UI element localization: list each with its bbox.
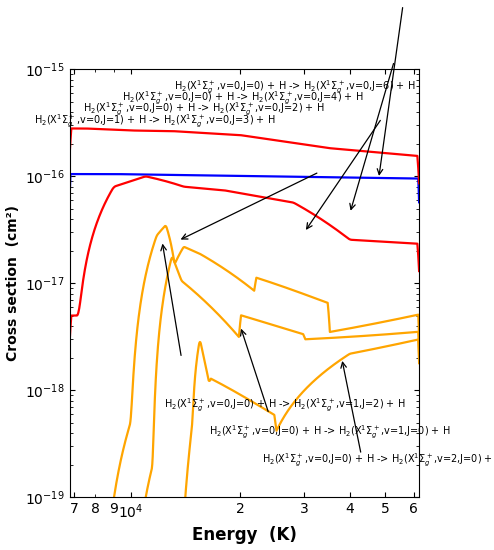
Text: H$_2$(X$^1\Sigma_g^+$,v=0,J=0) + H -> H$_2$(X$^1\Sigma_g^+$,v=2,J=0) + H: H$_2$(X$^1\Sigma_g^+$,v=0,J=0) + H -> H$… — [262, 451, 494, 469]
Text: H$_2$(X$^1\Sigma_g^+$,v=0,J=0) + H -> H$_2$(X$^1\Sigma_g^+$,v=1,J=2) + H: H$_2$(X$^1\Sigma_g^+$,v=0,J=0) + H -> H$… — [164, 397, 406, 414]
Text: H$_2$(X$^1\Sigma_g^+$,v=0,J=0) + H -> H$_2$(X$^1\Sigma_g^+$,v=0,J=6) + H: H$_2$(X$^1\Sigma_g^+$,v=0,J=0) + H -> H$… — [174, 79, 415, 96]
Text: H$_2$(X$^1\Sigma_g^+$,v=0,J=1) + H -> H$_2$(X$^1\Sigma_g^+$,v=0,J=3) + H: H$_2$(X$^1\Sigma_g^+$,v=0,J=1) + H -> H$… — [34, 112, 276, 129]
Text: H$_2$(X$^1\Sigma_g^+$,v=0,J=0) + H -> H$_2$(X$^1\Sigma_g^+$,v=0,J=4) + H: H$_2$(X$^1\Sigma_g^+$,v=0,J=0) + H -> H$… — [122, 90, 363, 107]
Text: H$_2$(X$^1\Sigma_g^+$,v=0,J=0) + H -> H$_2$(X$^1\Sigma_g^+$,v=0,J=2) + H: H$_2$(X$^1\Sigma_g^+$,v=0,J=0) + H -> H$… — [83, 101, 325, 118]
Y-axis label: Cross section  (cm²): Cross section (cm²) — [5, 205, 20, 361]
Text: H$_2$(X$^1\Sigma_g^+$,v=0,J=0) + H -> H$_2$(X$^1\Sigma_g^+$,v=1,J=0) + H: H$_2$(X$^1\Sigma_g^+$,v=0,J=0) + H -> H$… — [209, 424, 451, 441]
X-axis label: Energy  (K): Energy (K) — [192, 526, 297, 544]
